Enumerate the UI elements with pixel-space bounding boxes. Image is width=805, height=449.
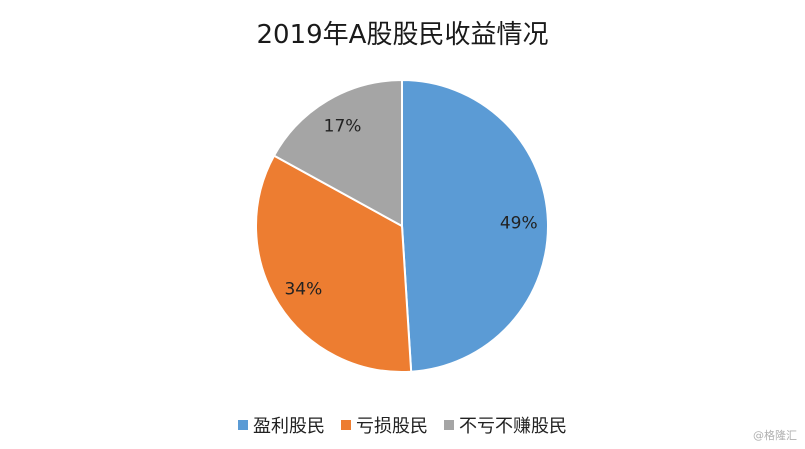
chart-title: 2019年A股股民收益情况: [256, 20, 549, 50]
legend-item-profit: 盈利股民: [238, 412, 325, 438]
legend-label-loss: 亏损股民: [356, 416, 428, 437]
data-label-breakeven: 17%: [324, 116, 362, 136]
data-label-loss: 34%: [284, 280, 322, 300]
legend-swatch-profit: [238, 420, 248, 430]
legend-swatch-loss: [341, 420, 351, 430]
legend-label-profit: 盈利股民: [253, 416, 325, 437]
pie-slice-profit: [401, 78, 550, 373]
legend: 盈利股民 亏损股民 不亏不赚股民: [0, 412, 805, 438]
legend-item-breakeven: 不亏不赚股民: [444, 412, 567, 438]
legend-label-breakeven: 不亏不赚股民: [459, 416, 567, 437]
legend-item-loss: 亏损股民: [341, 412, 428, 438]
data-label-profit: 49%: [500, 213, 538, 233]
pie-slice-breakeven: [272, 78, 403, 228]
watermark: @格隆汇: [753, 429, 797, 442]
legend-swatch-breakeven: [444, 420, 454, 430]
